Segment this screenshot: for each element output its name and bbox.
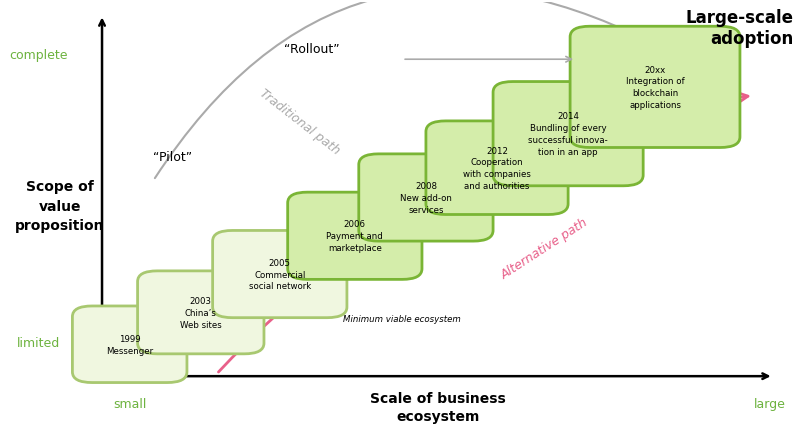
FancyBboxPatch shape bbox=[570, 27, 740, 148]
Text: “Rollout”: “Rollout” bbox=[284, 43, 339, 56]
Text: 20xx
Integration of
blockchain
applications: 20xx Integration of blockchain applicati… bbox=[626, 65, 684, 110]
Text: 2014
Bundling of every
successful innova-
tion in an app: 2014 Bundling of every successful innova… bbox=[528, 112, 608, 157]
Text: “Pilot”: “Pilot” bbox=[154, 151, 193, 164]
FancyBboxPatch shape bbox=[213, 231, 347, 318]
Text: 2006
Payment and
marketplace: 2006 Payment and marketplace bbox=[326, 220, 383, 252]
FancyBboxPatch shape bbox=[73, 306, 187, 383]
FancyArrowPatch shape bbox=[155, 0, 650, 179]
FancyBboxPatch shape bbox=[358, 154, 493, 242]
Text: Scale of business
ecosystem: Scale of business ecosystem bbox=[370, 391, 506, 423]
Text: Traditional path: Traditional path bbox=[257, 86, 342, 157]
FancyBboxPatch shape bbox=[493, 83, 643, 186]
Text: Large-scale
adoption: Large-scale adoption bbox=[686, 9, 794, 48]
Text: small: small bbox=[113, 397, 146, 410]
FancyBboxPatch shape bbox=[288, 193, 422, 280]
Text: large: large bbox=[754, 397, 786, 410]
FancyArrowPatch shape bbox=[218, 94, 748, 372]
Text: 1999
Messenger: 1999 Messenger bbox=[106, 334, 154, 355]
Text: Alternative path: Alternative path bbox=[498, 216, 590, 282]
Text: 2008
New add-on
services: 2008 New add-on services bbox=[400, 182, 452, 214]
Text: 2003
China’s
Web sites: 2003 China’s Web sites bbox=[180, 296, 222, 329]
Text: Scope of
value
proposition: Scope of value proposition bbox=[15, 180, 105, 233]
Text: 2012
Cooperation
with companies
and authorities: 2012 Cooperation with companies and auth… bbox=[463, 146, 531, 190]
Text: limited: limited bbox=[18, 336, 61, 349]
Text: 2005
Commercial
social network: 2005 Commercial social network bbox=[249, 258, 311, 291]
Text: complete: complete bbox=[10, 49, 68, 62]
FancyBboxPatch shape bbox=[138, 271, 264, 354]
FancyBboxPatch shape bbox=[426, 122, 568, 215]
Text: Minimum viable ecosystem: Minimum viable ecosystem bbox=[343, 314, 461, 323]
